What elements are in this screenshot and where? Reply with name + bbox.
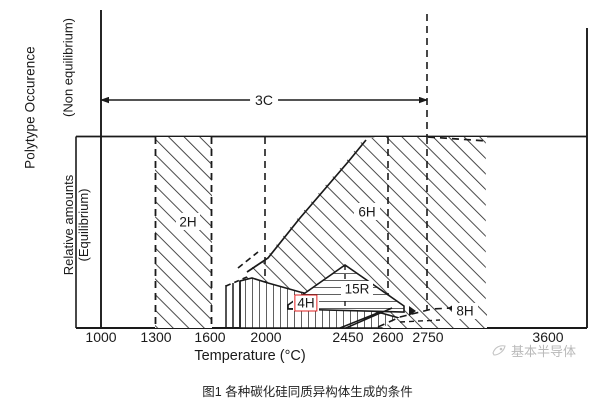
label-backing-15r <box>341 281 373 297</box>
x-tick-1600: 1600 <box>194 329 226 345</box>
x-tick-3600: 3600 <box>532 329 564 345</box>
region-2h <box>155 137 212 328</box>
region-8h-arrow-left <box>409 306 416 316</box>
x-tick-2750: 2750 <box>412 329 444 345</box>
label-backing-6h <box>354 203 380 220</box>
region-6h <box>247 137 450 328</box>
region-label-4h: 4H <box>294 294 318 312</box>
region-4h-dashed-top <box>225 276 248 287</box>
x-tick-2000: 2000 <box>250 329 282 345</box>
figure-caption: 图1 各种碳化硅同质异构体生成的条件 <box>202 385 413 399</box>
x-tick-2600: 2600 <box>372 329 404 345</box>
x-tick-1000: 1000 <box>85 329 117 345</box>
region-8h-top-dashed-edge <box>427 137 488 142</box>
y-axis-upper-panel-label: (Non equilibrium) <box>60 18 76 117</box>
x-tick-2450: 2450 <box>332 329 364 345</box>
x-axis-title: Temperature (°C) <box>194 348 306 364</box>
y-axis-lower-panel-label-line1: Relative amounts <box>61 174 76 276</box>
region-6h-left-boundary <box>246 139 367 273</box>
region-label-8h: 8H <box>456 303 474 319</box>
x-tick-1300: 1300 <box>140 329 172 345</box>
region-label-15r: 15R <box>344 281 370 297</box>
region-6h-dashed-leadin <box>237 251 259 269</box>
y-axis-title: Polytype Occurence <box>22 46 38 169</box>
watermark: 基本半导体 <box>492 341 576 360</box>
y-axis-lower-panel-label: Relative amounts (Equilibrium) <box>61 145 91 305</box>
equilibrium-panel <box>154 137 489 328</box>
region-4h-step-edge <box>225 281 241 328</box>
region-8h-lead-lines <box>339 307 393 328</box>
region-8h-underline <box>399 319 441 323</box>
range-label-3c: 3C <box>250 92 278 108</box>
label-backing-4h <box>293 295 319 311</box>
leaf-logo-icon <box>492 344 507 357</box>
region-label-6h: 6H <box>358 204 376 220</box>
region-label-2h: 2H <box>179 214 197 230</box>
y-axis-lower-panel-label-line2: (Equilibrium) <box>76 188 91 262</box>
watermark-text: 基本半导体 <box>511 344 577 359</box>
label-backing-8h <box>452 303 478 319</box>
label-backing-2h <box>176 213 200 230</box>
region-6h-right-extension <box>450 137 487 328</box>
